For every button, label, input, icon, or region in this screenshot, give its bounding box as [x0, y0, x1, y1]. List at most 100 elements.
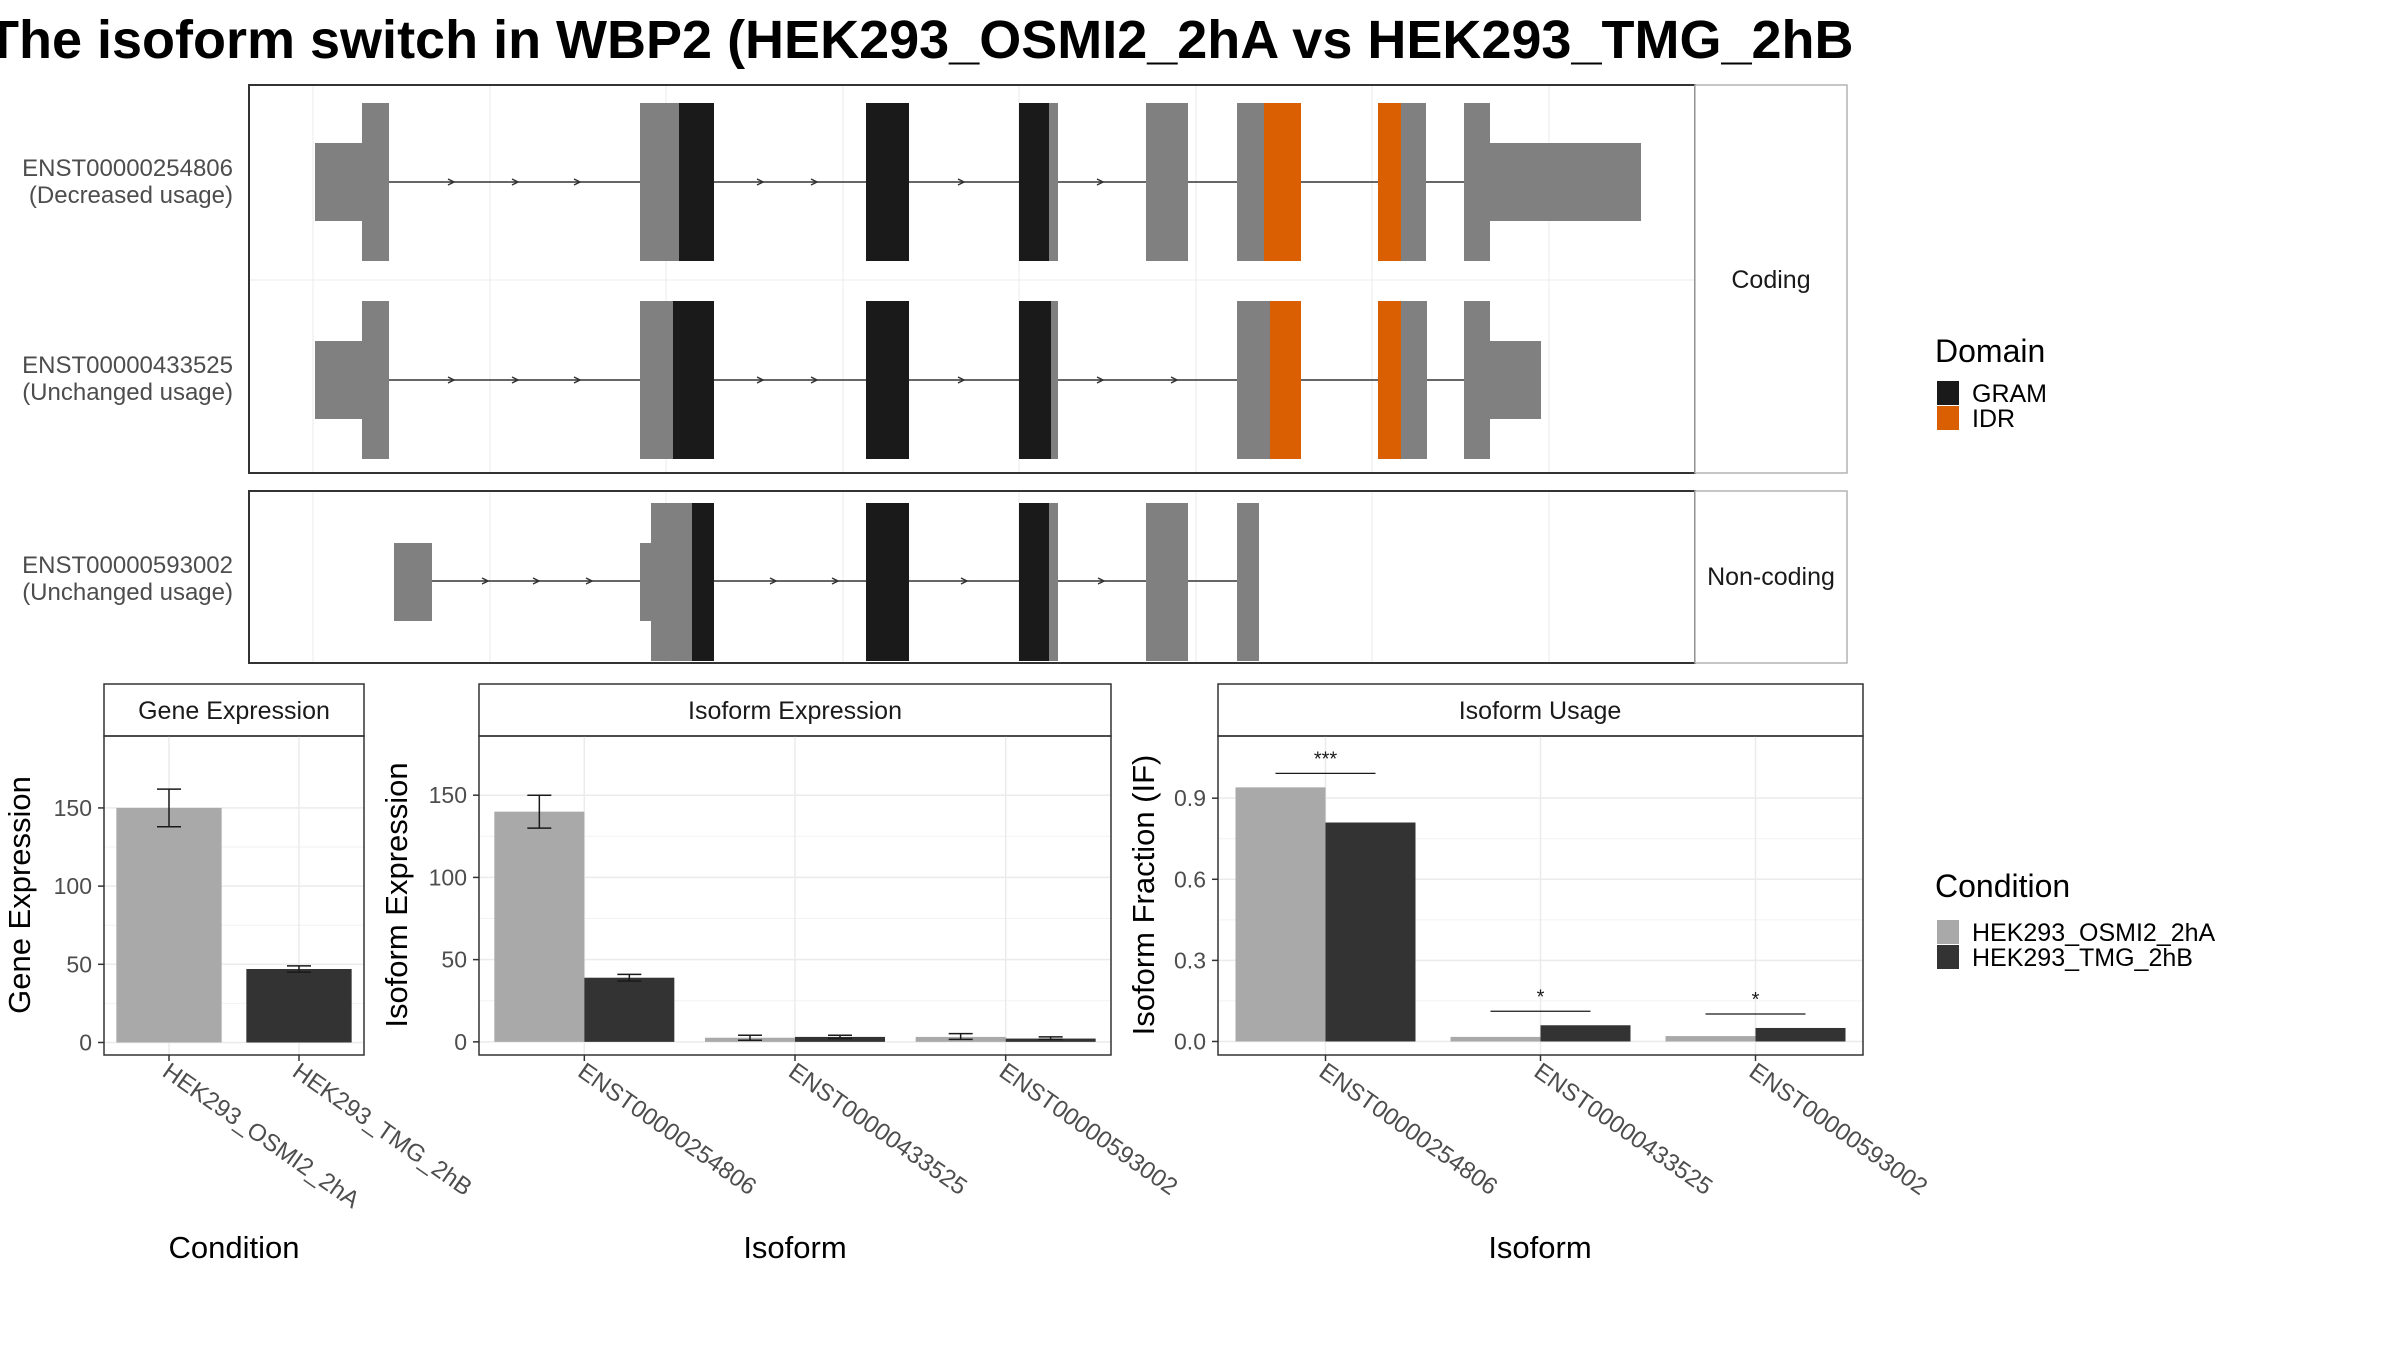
y-tick-label: 50 [66, 951, 92, 977]
x-tick-label: ENST00000433525 [784, 1058, 972, 1201]
noncoding-panel-border [248, 490, 1696, 664]
transcript-3-track [394, 503, 1259, 661]
y-tick-label: 0.0 [1174, 1028, 1206, 1054]
utr-exon [315, 143, 363, 221]
gram-domain [866, 103, 909, 261]
x-axis-label: Isoform [1488, 1230, 1591, 1265]
gram-domain [1019, 301, 1052, 459]
structure-plot: Coding Non-coding ENST00000254806 (Decre… [22, 84, 2047, 664]
bar-HEK293_TMG_2hB [1755, 1027, 1846, 1042]
panel-strip [1217, 683, 1864, 737]
gram-domain [692, 503, 714, 661]
bar-HEK293_OSMI2_2hA [494, 811, 585, 1042]
intron-arrows [447, 178, 1386, 186]
cds-exon [1237, 503, 1259, 661]
x-axis-label: Condition [169, 1230, 300, 1265]
bar-HEK293_OSMI2_2hA [1450, 1036, 1541, 1042]
gram-domain [673, 301, 714, 459]
y-tick-label: 150 [54, 795, 92, 821]
panel-title: Isoform Expression [688, 697, 902, 725]
significance-label: *** [1314, 748, 1338, 770]
utr-exon [1489, 341, 1541, 419]
y-tick-label: 0 [454, 1029, 467, 1055]
cds-exon [362, 103, 389, 261]
condition-legend-title: Condition [1935, 868, 2070, 904]
bar-HEK293_TMG_2hB [1005, 1038, 1096, 1042]
idr-domain [1264, 103, 1301, 261]
bar-HEK293_TMG_2hB [795, 1036, 885, 1042]
bar-HEK293_TMG_2hB [246, 968, 352, 1043]
y-axis-label: Isoform Fraction (IF) [1126, 755, 1161, 1036]
panel-title: Gene Expression [138, 697, 330, 725]
cds-exon [1237, 301, 1271, 459]
significance-label: * [1752, 989, 1760, 1011]
structure-gridlines [250, 86, 1694, 662]
bar-HEK293_OSMI2_2hA [1665, 1036, 1756, 1042]
utr-exon [640, 543, 652, 621]
transcript-2-usage: (Unchanged usage) [22, 379, 233, 406]
panel-border [103, 735, 365, 1056]
utr-exon [1489, 143, 1641, 221]
intron-arrows [481, 577, 1106, 585]
idr-legend-swatch [1937, 406, 1959, 430]
x-tick-label: ENST00000593002 [1744, 1058, 1932, 1201]
significance-label: * [1537, 986, 1545, 1008]
y-tick-label: 100 [429, 864, 467, 890]
cds-exon [1146, 103, 1188, 261]
utr-exon [394, 543, 432, 621]
y-tick-label: 0.3 [1174, 947, 1206, 973]
condition-a-label: HEK293_OSMI2_2hA [1972, 919, 2216, 947]
coding-strip-label: Coding [1731, 266, 1810, 294]
y-tick-label: 0.6 [1174, 866, 1206, 892]
idr-domain [1378, 103, 1402, 261]
gram-domain [679, 103, 714, 261]
y-tick-label: 150 [429, 782, 467, 808]
x-tick-label: ENST00000433525 [1529, 1058, 1717, 1201]
condition-b-swatch [1937, 945, 1959, 969]
cds-exon [362, 301, 389, 459]
bar-HEK293_OSMI2_2hA [1235, 787, 1326, 1042]
transcript-2-id: ENST00000433525 [22, 352, 233, 379]
gram-domain [866, 503, 909, 661]
y-tick-label: 50 [441, 947, 467, 973]
transcript-1-track [315, 103, 1641, 261]
transcript-3-usage: (Unchanged usage) [22, 579, 233, 606]
bar-HEK293_TMG_2hB [584, 977, 675, 1042]
idr-legend-label: IDR [1972, 405, 2015, 433]
utr-exon [315, 341, 363, 419]
x-axis-label: Isoform [743, 1230, 846, 1265]
cds-exon [1049, 503, 1058, 661]
cds-exon [1049, 103, 1058, 261]
y-axis-label: Gene Expression [2, 776, 37, 1014]
cds-exon [1401, 301, 1427, 459]
panel-title: Isoform Usage [1459, 697, 1622, 725]
gram-legend-swatch [1937, 381, 1959, 405]
transcript-3-id: ENST00000593002 [22, 552, 233, 579]
transcript-1-usage: (Decreased usage) [29, 182, 233, 209]
cds-exon [1237, 103, 1265, 261]
bar-HEK293_TMG_2hB [1325, 822, 1416, 1042]
cds-exon [1464, 301, 1490, 459]
bar-HEK293_TMG_2hB [1540, 1025, 1631, 1042]
idr-domain [1378, 301, 1402, 459]
coding-strip [1694, 84, 1848, 474]
condition-b-label: HEK293_TMG_2hB [1972, 944, 2193, 972]
cds-exon [1401, 103, 1426, 261]
y-tick-label: 100 [54, 873, 92, 899]
cds-exon [640, 103, 680, 261]
transcript-1-id: ENST00000254806 [22, 155, 233, 182]
gram-domain [1019, 503, 1050, 661]
gram-domain [1019, 103, 1050, 261]
gram-legend-label: GRAM [1972, 380, 2047, 408]
cds-exon [1146, 503, 1188, 661]
noncoding-strip-label: Non-coding [1707, 563, 1835, 591]
figure-title: The isoform switch in WBP2 (HEK293_OSMI2… [0, 10, 1854, 70]
cds-exon [1464, 103, 1490, 261]
y-axis-label: Isoform Expression [379, 762, 414, 1027]
condition-a-swatch [1937, 920, 1959, 944]
isoform-expression-chart: Isoform Expression 0 50 100 150 ENST000002548… [379, 683, 1182, 1265]
domain-legend-title: Domain [1935, 333, 2045, 369]
bar-HEK293_OSMI2_2hA [116, 807, 222, 1043]
